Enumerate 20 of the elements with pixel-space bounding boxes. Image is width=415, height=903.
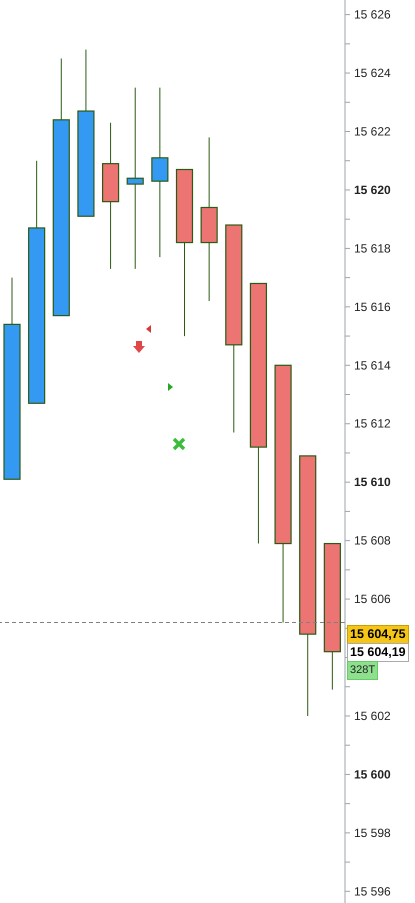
y-tick-label: 15 612 [354, 416, 392, 431]
y-tick-label: 15 602 [354, 708, 392, 723]
candlestick [126, 87, 144, 270]
y-tick-label: 15 616 [354, 300, 392, 314]
text: 15 604,75 [347, 624, 409, 644]
y-tick-label: 15 606 [354, 592, 392, 606]
y-tick-label: 15 598 [354, 826, 392, 840]
y-tick-label: 15 622 [354, 124, 392, 139]
y-tick-label: 15 608 [354, 534, 392, 548]
y-tick-label: 15 624 [354, 66, 392, 80]
y-tick-label: 15 620 [354, 182, 392, 197]
text: 15 604,19 [347, 642, 409, 662]
text: 328T [347, 660, 378, 680]
y-tick-label: 15 614 [354, 358, 392, 372]
candlestick [151, 87, 168, 258]
y-tick-label: 15 626 [354, 8, 392, 22]
y-tick-label: 15 618 [354, 241, 392, 256]
y-tick-label: 15 596 [354, 884, 392, 898]
y-tick-label: 15 610 [354, 475, 392, 490]
y-tick-label: 15 600 [354, 767, 392, 782]
